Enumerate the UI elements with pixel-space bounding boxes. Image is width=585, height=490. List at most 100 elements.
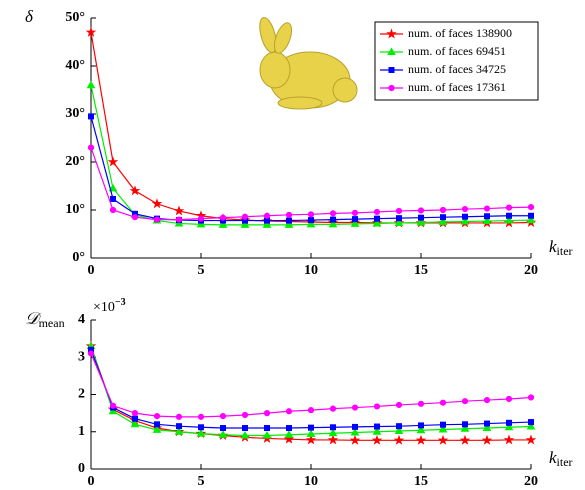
marker [133,416,138,421]
marker [220,215,225,220]
marker [330,211,335,216]
y-tick-label: 40° [65,58,85,73]
marker [441,215,446,220]
marker [463,422,468,427]
x-tick-label: 20 [524,263,538,278]
axis-label-sub: iter [557,455,573,469]
y-tick-label: 3 [78,349,85,364]
marker [242,412,247,417]
marker [351,436,359,443]
marker [154,414,159,419]
marker [419,215,424,220]
x-tick-label: 10 [304,263,318,278]
marker [529,213,534,218]
marker [440,207,445,212]
marker [330,406,335,411]
marker [88,82,95,88]
marker [243,426,248,431]
marker [132,411,137,416]
marker [309,425,314,430]
marker [484,397,489,402]
marker [485,214,490,219]
marker [483,436,491,443]
x-tick-label: 20 [524,474,538,489]
marker [352,405,357,410]
marker [220,414,225,419]
marker [505,436,513,443]
marker [506,396,511,401]
x-tick-label: 10 [304,474,318,489]
marker [396,402,401,407]
marker [155,422,160,427]
marker [177,424,182,429]
marker [527,436,535,443]
y-tick-label: 10° [65,202,85,217]
marker [307,436,315,443]
x-tick-label: 0 [88,474,95,489]
marker [353,424,358,429]
marker [395,436,403,443]
marker [109,158,117,165]
axis-label-sub: mean [39,316,65,330]
marker [110,403,115,408]
marker [396,208,401,213]
marker [484,206,489,211]
marker [287,426,292,431]
marker [507,213,512,218]
legend-label: num. of faces 17361 [408,80,506,94]
axis-label: 𝒟mean [25,309,65,330]
marker [198,414,203,419]
marker [286,409,291,414]
marker [397,424,402,429]
marker [89,114,94,119]
x-tick-label: 0 [88,263,95,278]
marker [439,436,447,443]
y-tick-label: 0° [72,250,85,265]
marker [485,421,490,426]
marker [461,436,469,443]
marker [374,209,379,214]
marker [506,205,511,210]
y-tick-label: 20° [65,154,85,169]
marker [264,213,269,218]
marker [176,217,181,222]
y-tick-label: 2 [78,387,85,402]
axis-label: kiter [549,448,573,469]
marker [88,351,93,356]
marker [374,404,379,409]
marker [373,436,381,443]
marker [529,420,534,425]
marker [375,216,380,221]
y-tick-label: 4 [78,312,85,327]
marker [176,414,181,419]
y-tick-label: 0 [78,461,85,476]
marker [331,217,336,222]
marker [308,408,313,413]
marker [463,214,468,219]
marker [528,205,533,210]
y-tick-label: 50° [65,10,85,25]
legend-marker [389,68,394,73]
marker [528,395,533,400]
marker [286,212,291,217]
marker [287,218,292,223]
legend-marker [389,85,394,90]
marker [242,214,247,219]
marker [154,217,159,222]
marker [329,436,337,443]
marker [308,212,313,217]
legend-label: num. of faces 69451 [408,44,506,58]
marker [110,207,115,212]
marker [417,436,425,443]
x-tick-label: 5 [198,474,205,489]
marker [353,217,358,222]
marker [153,200,161,207]
marker [375,424,380,429]
marker [221,426,226,431]
marker [418,208,423,213]
legend-label: num. of faces 138900 [408,26,512,40]
x-tick-label: 15 [414,474,428,489]
bunny-illustration [257,16,357,109]
axis-multiplier: ×10−3 [93,297,126,315]
y-tick-label: 1 [78,424,85,439]
